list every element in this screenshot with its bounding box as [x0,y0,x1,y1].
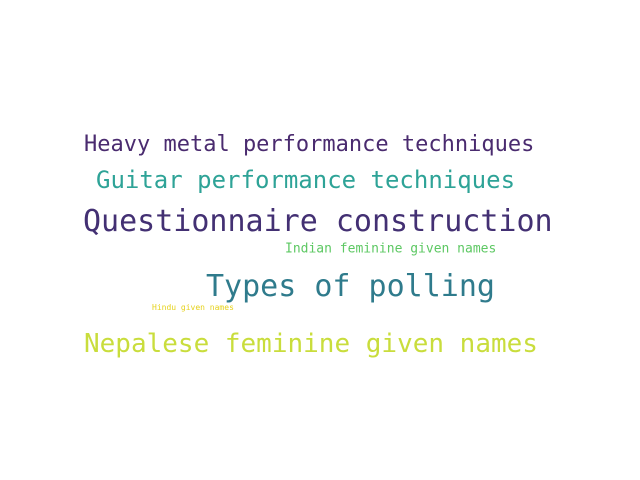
word-heavy-metal-performance-techniques: Heavy metal performance techniques [84,132,535,157]
word-questionnaire-construction: Questionnaire construction [83,204,553,239]
word-nepalese-feminine-given-names: Nepalese feminine given names [84,329,538,359]
word-guitar-performance-techniques: Guitar performance techniques [96,166,516,194]
word-hindu-given-names: Hindu given names [152,303,234,312]
word-types-of-polling: Types of polling [206,269,495,304]
word-indian-feminine-given-names: Indian feminine given names [285,241,497,257]
